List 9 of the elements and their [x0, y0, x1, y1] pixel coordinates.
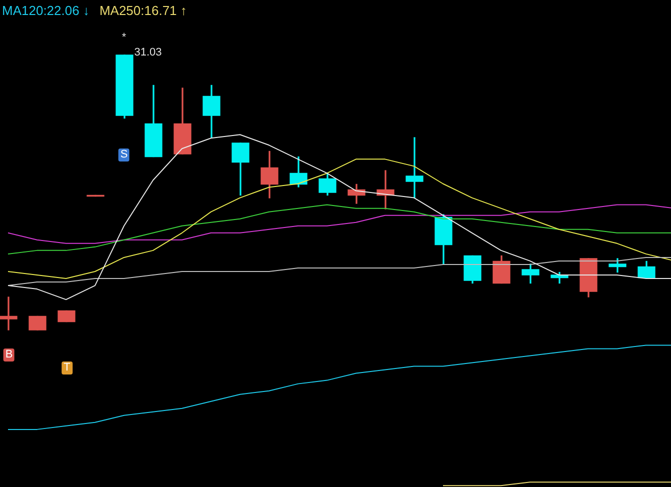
candlestick [405, 137, 423, 198]
candlestick [0, 296, 17, 330]
text: MA120:22.06 ↓ [2, 3, 90, 18]
text: * [122, 32, 126, 44]
text: MA250:16.71 ↑ [99, 3, 187, 18]
annotation: B [3, 348, 15, 362]
annotation: T [62, 362, 72, 374]
annotation: S [118, 148, 130, 162]
annotation: 31.03 [134, 46, 162, 58]
